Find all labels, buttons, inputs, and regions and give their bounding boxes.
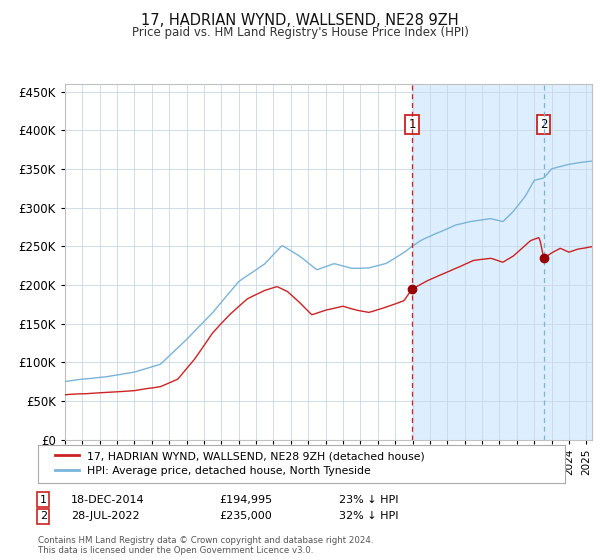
Legend: 17, HADRIAN WYND, WALLSEND, NE28 9ZH (detached house), HPI: Average price, detac: 17, HADRIAN WYND, WALLSEND, NE28 9ZH (de… <box>49 445 432 483</box>
Text: £194,995: £194,995 <box>219 494 272 505</box>
Text: 1: 1 <box>40 494 47 505</box>
Text: Price paid vs. HM Land Registry's House Price Index (HPI): Price paid vs. HM Land Registry's House … <box>131 26 469 39</box>
Text: 1: 1 <box>408 118 416 132</box>
Text: £235,000: £235,000 <box>219 511 272 521</box>
Text: 2: 2 <box>540 118 548 132</box>
Text: 28-JUL-2022: 28-JUL-2022 <box>71 511 139 521</box>
Text: Contains HM Land Registry data © Crown copyright and database right 2024.
This d: Contains HM Land Registry data © Crown c… <box>38 536 373 556</box>
Text: 18-DEC-2014: 18-DEC-2014 <box>71 494 145 505</box>
Text: 32% ↓ HPI: 32% ↓ HPI <box>339 511 398 521</box>
Text: 23% ↓ HPI: 23% ↓ HPI <box>339 494 398 505</box>
Text: 2: 2 <box>40 511 47 521</box>
Text: 17, HADRIAN WYND, WALLSEND, NE28 9ZH: 17, HADRIAN WYND, WALLSEND, NE28 9ZH <box>141 13 459 28</box>
Bar <box>412 84 600 440</box>
